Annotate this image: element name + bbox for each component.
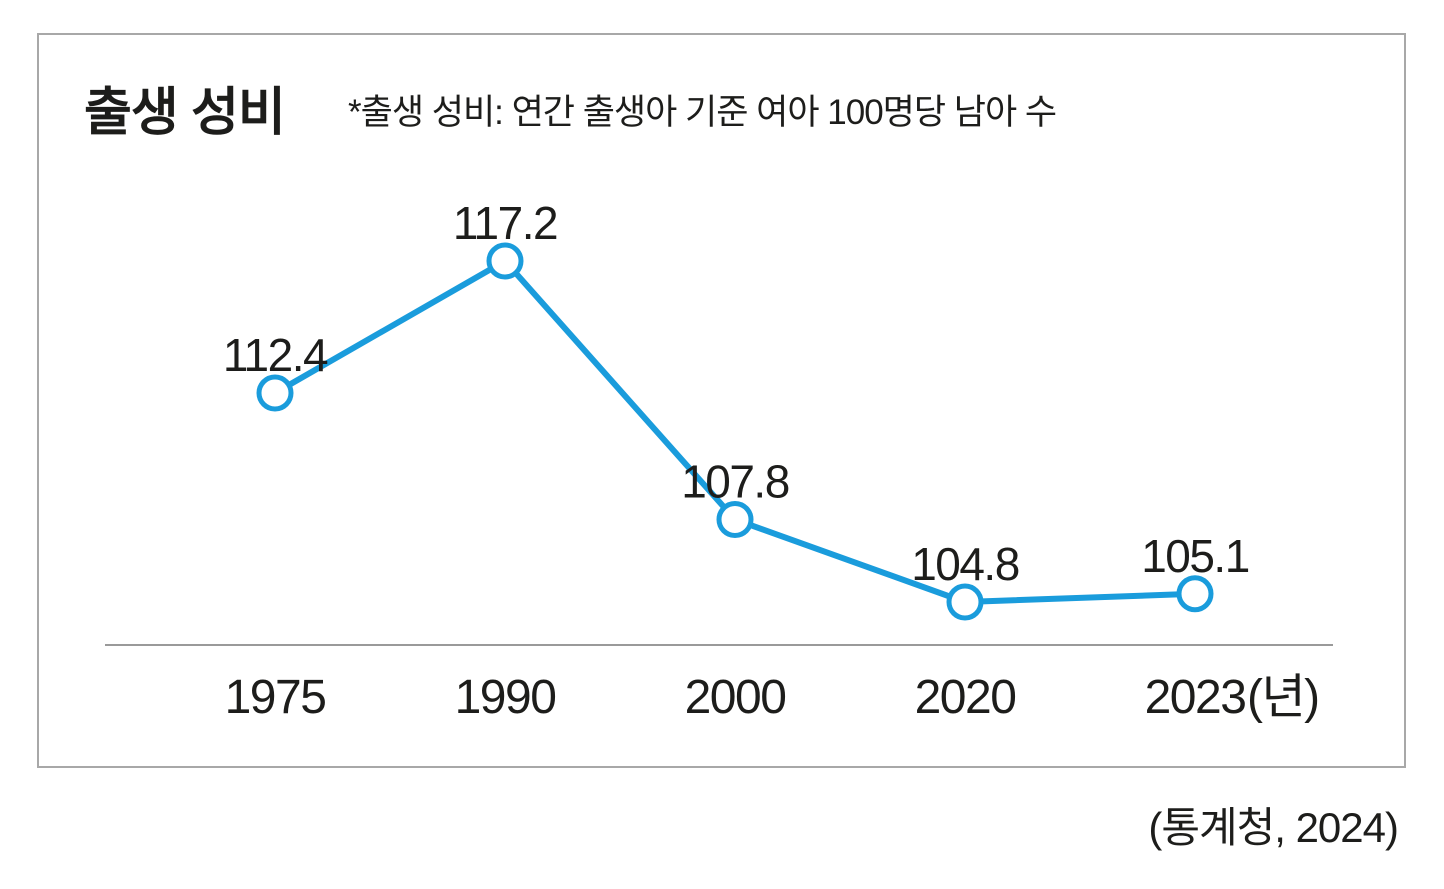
x-tick-label-2020: 2020 <box>915 671 1016 724</box>
x-tick-label-1990: 1990 <box>455 671 556 724</box>
data-point-marker-1990 <box>486 242 524 280</box>
chart-definition-note: *출생 성비: 연간 출생아 기준 여아 100명당 남아 수 <box>348 93 1057 132</box>
x-tick-label-1975: 1975 <box>225 671 326 724</box>
data-point-marker-1975 <box>256 374 294 412</box>
data-point-label-2000: 107.8 <box>681 456 789 508</box>
series-line <box>272 258 1198 605</box>
source-caption: (통계청, 2024) <box>1148 804 1399 851</box>
x-tick-label-2000: 2000 <box>685 671 786 724</box>
chart-title: 출생 성비 <box>84 84 286 142</box>
data-point-label-1990: 117.2 <box>453 197 557 249</box>
data-point-marker-2023 <box>1176 575 1214 613</box>
data-point-marker-2000 <box>716 501 754 538</box>
data-point-label-1975: 112.4 <box>223 329 328 381</box>
data-point-label-2023: 105.1 <box>1141 530 1249 582</box>
x-axis-unit-label: (년) <box>1247 671 1319 724</box>
data-point-marker-2020 <box>946 583 984 621</box>
data-point-label-2020: 104.8 <box>911 538 1019 590</box>
x-tick-label-2023: 2023 <box>1145 671 1246 724</box>
